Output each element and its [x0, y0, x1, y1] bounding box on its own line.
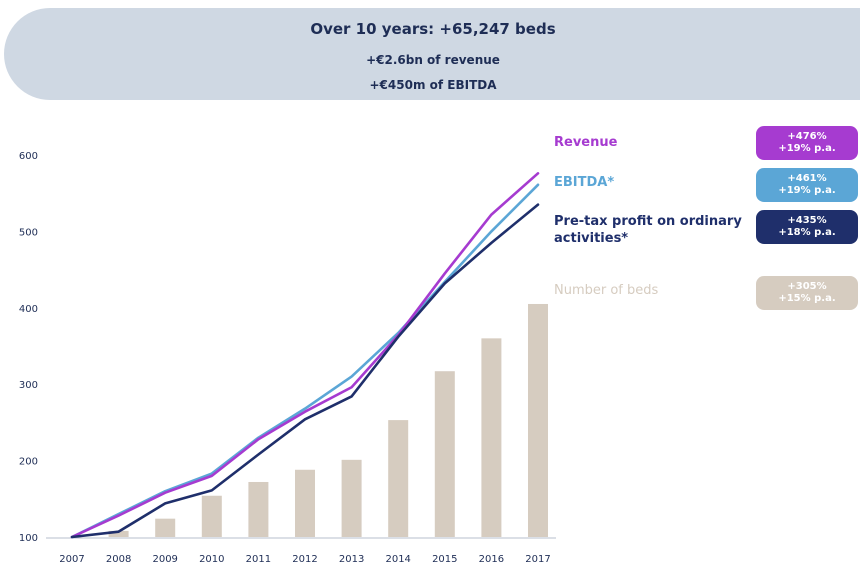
banner-background	[4, 8, 860, 100]
ebitda-growth-value: +461%	[787, 173, 827, 184]
x-tick-label-2015: 2015	[432, 554, 457, 564]
legend-label-pretax: Pre-tax profit on ordinary activities*	[554, 214, 742, 246]
revenue-growth-badge: +476% +19% p.a.	[756, 126, 858, 160]
pretax-cagr-value: +18% p.a.	[778, 227, 836, 238]
bar-beds-2011	[248, 481, 269, 537]
x-tick-label-2017: 2017	[525, 554, 550, 564]
beds-cagr-value: +15% p.a.	[778, 293, 836, 304]
pretax-growth-value: +435%	[787, 215, 827, 226]
bar-beds-2015	[434, 371, 455, 537]
bar-beds-2012	[295, 469, 315, 537]
x-tick-label-2014: 2014	[385, 554, 410, 564]
y-tick-label-600: 600	[19, 151, 38, 162]
bar-beds-2010	[201, 495, 222, 537]
line-pretax	[70, 203, 540, 539]
ebitda-cagr-value: +19% p.a.	[778, 185, 836, 196]
line-revenue	[70, 172, 540, 539]
bar-beds-2016	[481, 338, 502, 537]
x-tick-label-2009: 2009	[152, 554, 177, 564]
y-tick-label-400: 400	[19, 304, 38, 315]
x-tick-label-2010: 2010	[199, 554, 224, 564]
banner-ebitda-line: +€450m of EBITDA	[369, 78, 497, 92]
bar-beds-2013	[341, 459, 362, 537]
line-ebitda	[70, 183, 540, 539]
legend-label-beds: Number of beds	[554, 283, 659, 298]
y-tick-label-500: 500	[19, 227, 38, 238]
revenue-cagr-value: +19% p.a.	[778, 143, 836, 154]
summary-banner: Over 10 years: +65,247 beds +€2.6bn of r…	[0, 0, 860, 104]
beds-growth-badge: +305% +15% p.a.	[756, 276, 858, 310]
bar-beds-2014	[388, 420, 409, 537]
x-tick-label-2012: 2012	[292, 554, 317, 564]
bar-beds-2008	[108, 530, 129, 537]
x-tick-label-2008: 2008	[106, 554, 131, 564]
x-tick-label-2013: 2013	[339, 554, 364, 564]
y-tick-label-100: 100	[19, 533, 38, 544]
banner-revenue-line: +€2.6bn of revenue	[366, 53, 500, 67]
legend-label-ebitda: EBITDA*	[554, 175, 615, 190]
ebitda-growth-badge: +461% +19% p.a.	[756, 168, 858, 202]
legend-label-revenue: Revenue	[554, 135, 618, 150]
banner-headline: Over 10 years: +65,247 beds	[310, 20, 556, 38]
x-tick-label-2007: 2007	[59, 554, 84, 564]
y-tick-label-200: 200	[19, 457, 38, 468]
pretax-growth-badge: +435% +18% p.a.	[756, 210, 858, 244]
beds-growth-value: +305%	[787, 281, 827, 292]
x-tick-label-2016: 2016	[479, 554, 504, 564]
bar-beds-2017	[528, 303, 548, 537]
y-tick-label-300: 300	[19, 380, 38, 391]
bar-beds-2009	[155, 518, 176, 537]
revenue-growth-value: +476%	[787, 131, 827, 142]
x-tick-label-2011: 2011	[246, 554, 271, 564]
